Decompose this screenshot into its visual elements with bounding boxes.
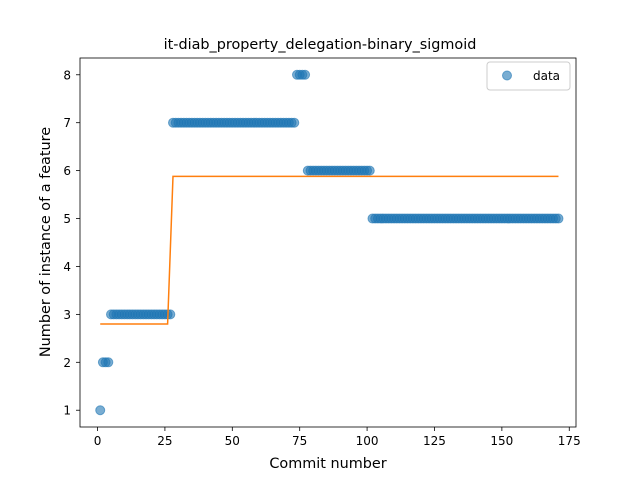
x-tick-label: 175: [558, 434, 581, 448]
x-tick-label: 25: [157, 434, 172, 448]
y-tick-label: 8: [63, 68, 71, 82]
data-point: [289, 117, 300, 128]
x-tick-label: 50: [225, 434, 240, 448]
fit-line: [100, 175, 559, 325]
x-tick-label: 125: [423, 434, 446, 448]
x-tick-label: 150: [490, 434, 513, 448]
x-axis-label: Commit number: [269, 456, 386, 472]
data-point: [364, 165, 375, 176]
y-tick-label: 7: [63, 116, 71, 130]
data-point: [553, 213, 564, 224]
axes-frame: [79, 57, 577, 428]
data-point: [103, 357, 114, 368]
chart-title: it-diab_property_delegation-binary_sigmo…: [164, 37, 477, 53]
legend-marker-data: [502, 70, 512, 81]
x-tick-label: 0: [94, 434, 102, 448]
legend-box: [486, 61, 571, 91]
x-axis: 0 25 50 75 100 125 150 175: [94, 427, 581, 448]
x-tick-label: 100: [356, 434, 379, 448]
y-tick-label: 6: [63, 164, 71, 178]
legend-label-data: data: [533, 69, 560, 83]
y-axis: 1 2 3 4 5 6 7 8: [63, 68, 80, 418]
y-axis-label: Number of instance of a feature: [38, 127, 54, 357]
y-tick-label: 5: [63, 212, 71, 226]
x-tick-label: 75: [292, 434, 307, 448]
y-tick-label: 1: [63, 404, 71, 418]
legend: data: [486, 61, 571, 91]
y-tick-label: 2: [63, 356, 71, 370]
data-point: [300, 69, 311, 80]
y-tick-label: 4: [63, 260, 71, 274]
y-tick-label: 3: [63, 308, 71, 322]
plot-area: [95, 69, 564, 416]
data-point: [95, 405, 106, 416]
